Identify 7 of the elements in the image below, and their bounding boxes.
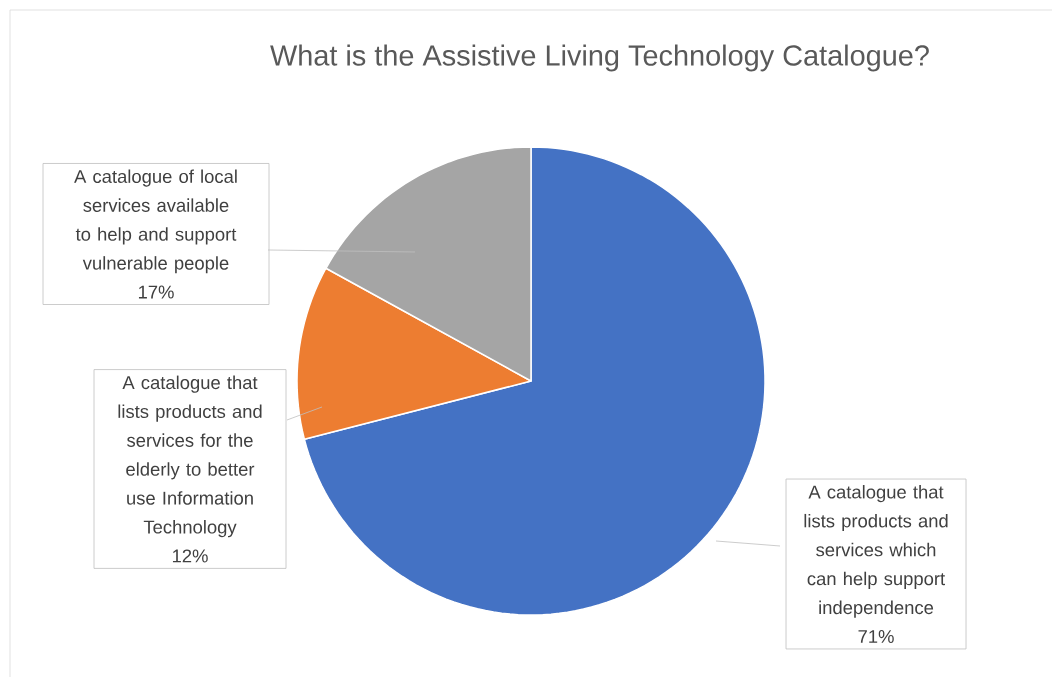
chart-title: What is the Assistive Living Technology Catalogue? bbox=[270, 44, 929, 72]
data-label: 71% bbox=[858, 630, 894, 643]
data-label: 17% bbox=[138, 285, 174, 299]
slice-label: A catalogue that lists products and services for the elderly to better use Information Technology bbox=[118, 375, 262, 538]
data-label: 12% bbox=[172, 549, 208, 563]
slice-label: A catalogue that lists products and services which can help support independence bbox=[804, 485, 948, 618]
slice-label: A catalogue of local services available to help and support vulnerable people bbox=[74, 169, 237, 274]
